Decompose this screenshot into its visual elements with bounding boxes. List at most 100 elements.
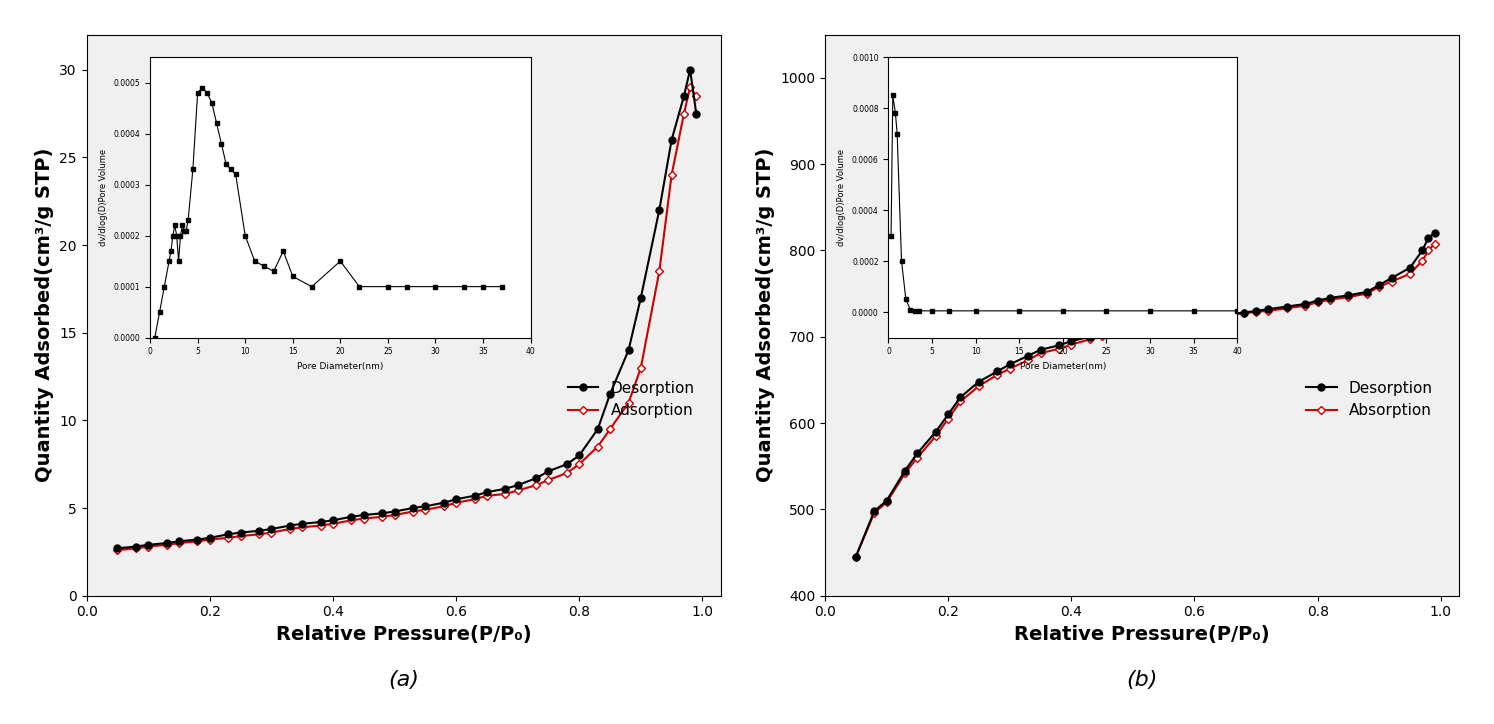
Adsorption: [632, 363, 650, 372]
Desorption: [1321, 294, 1339, 303]
Desorption: [632, 293, 650, 302]
Desorption: [926, 427, 944, 436]
Adsorption: [354, 514, 372, 523]
Adsorption: [249, 530, 267, 539]
Absorption: [1001, 364, 1019, 373]
Adsorption: [281, 525, 299, 534]
Adsorption: [478, 492, 496, 500]
Desorption: [681, 65, 699, 74]
Absorption: [1340, 292, 1358, 301]
Adsorption: [557, 468, 575, 477]
Absorption: [877, 498, 895, 507]
Absorption: [1382, 277, 1400, 286]
Desorption: [896, 466, 914, 475]
Desorption: [312, 518, 330, 526]
Absorption: [1112, 327, 1129, 336]
Absorption: [1425, 239, 1443, 248]
Absorption: [952, 397, 970, 406]
X-axis label: Relative Pressure(P/P₀): Relative Pressure(P/P₀): [1014, 625, 1270, 644]
Adsorption: [312, 521, 330, 530]
Adsorption: [342, 516, 360, 525]
Desorption: [496, 484, 514, 493]
Absorption: [1155, 318, 1173, 327]
Desorption: [293, 519, 311, 528]
Absorption: [865, 508, 883, 517]
Y-axis label: Quantity Adsorbed(cm³/g STP): Quantity Adsorbed(cm³/g STP): [756, 148, 774, 482]
Adsorption: [220, 534, 238, 542]
Desorption: [865, 507, 883, 515]
Desorption: [1137, 317, 1155, 326]
Desorption: [1419, 233, 1437, 242]
Absorption: [1173, 316, 1191, 324]
Desorption: [527, 474, 545, 483]
Desorption: [220, 530, 238, 539]
Adsorption: [447, 498, 465, 507]
Desorption: [1050, 341, 1068, 350]
Desorption: [1382, 274, 1400, 282]
Absorption: [1062, 340, 1080, 349]
Absorption: [1031, 349, 1049, 358]
Line: Desorption: Desorption: [853, 230, 1439, 560]
Desorption: [571, 451, 589, 460]
Desorption: [188, 535, 206, 544]
Y-axis label: Quantity Adsorbed(cm³/g STP): Quantity Adsorbed(cm³/g STP): [34, 148, 54, 482]
Desorption: [557, 460, 575, 468]
Desorption: [1031, 345, 1049, 354]
Absorption: [940, 414, 958, 423]
Absorption: [1247, 308, 1265, 316]
Absorption: [1080, 335, 1098, 344]
Desorption: [281, 521, 299, 530]
Desorption: [447, 495, 465, 504]
Absorption: [1370, 282, 1388, 291]
Absorption: [1186, 313, 1204, 322]
Desorption: [1277, 302, 1295, 311]
Desorption: [1247, 306, 1265, 315]
Desorption: [908, 449, 926, 458]
Desorption: [139, 541, 157, 550]
Adsorption: [385, 510, 403, 519]
Desorption: [1370, 281, 1388, 290]
Absorption: [1094, 332, 1112, 340]
Adsorption: [170, 539, 188, 547]
Desorption: [970, 377, 988, 386]
Adsorption: [687, 92, 705, 101]
Adsorption: [200, 535, 218, 544]
Desorption: [1094, 328, 1112, 337]
Absorption: [896, 468, 914, 477]
Adsorption: [650, 267, 668, 276]
Desorption: [539, 467, 557, 476]
Adsorption: [232, 531, 249, 540]
Desorption: [952, 393, 970, 402]
Absorption: [1259, 306, 1277, 315]
Adsorption: [374, 513, 391, 521]
Absorption: [1216, 311, 1234, 319]
Absorption: [847, 552, 865, 561]
Desorption: [650, 206, 668, 214]
Absorption: [1358, 290, 1376, 298]
Desorption: [1297, 300, 1315, 308]
Desorption: [374, 509, 391, 518]
Desorption: [1112, 324, 1129, 332]
Absorption: [1419, 246, 1437, 255]
Desorption: [663, 135, 681, 144]
Adsorption: [403, 508, 421, 516]
Desorption: [403, 504, 421, 513]
Absorption: [1137, 320, 1155, 329]
Adsorption: [527, 481, 545, 489]
Absorption: [1234, 309, 1252, 318]
Desorption: [1216, 310, 1234, 319]
Desorption: [1234, 308, 1252, 317]
Adsorption: [127, 544, 145, 552]
Absorption: [1198, 313, 1216, 321]
Adsorption: [675, 109, 693, 118]
Adsorption: [663, 171, 681, 180]
Adsorption: [158, 541, 176, 550]
Adsorption: [466, 495, 484, 504]
Desorption: [940, 410, 958, 418]
Desorption: [1259, 305, 1277, 313]
Absorption: [908, 453, 926, 462]
Adsorption: [417, 505, 435, 514]
Desorption: [1155, 315, 1173, 324]
Absorption: [1297, 301, 1315, 310]
Desorption: [435, 498, 453, 507]
